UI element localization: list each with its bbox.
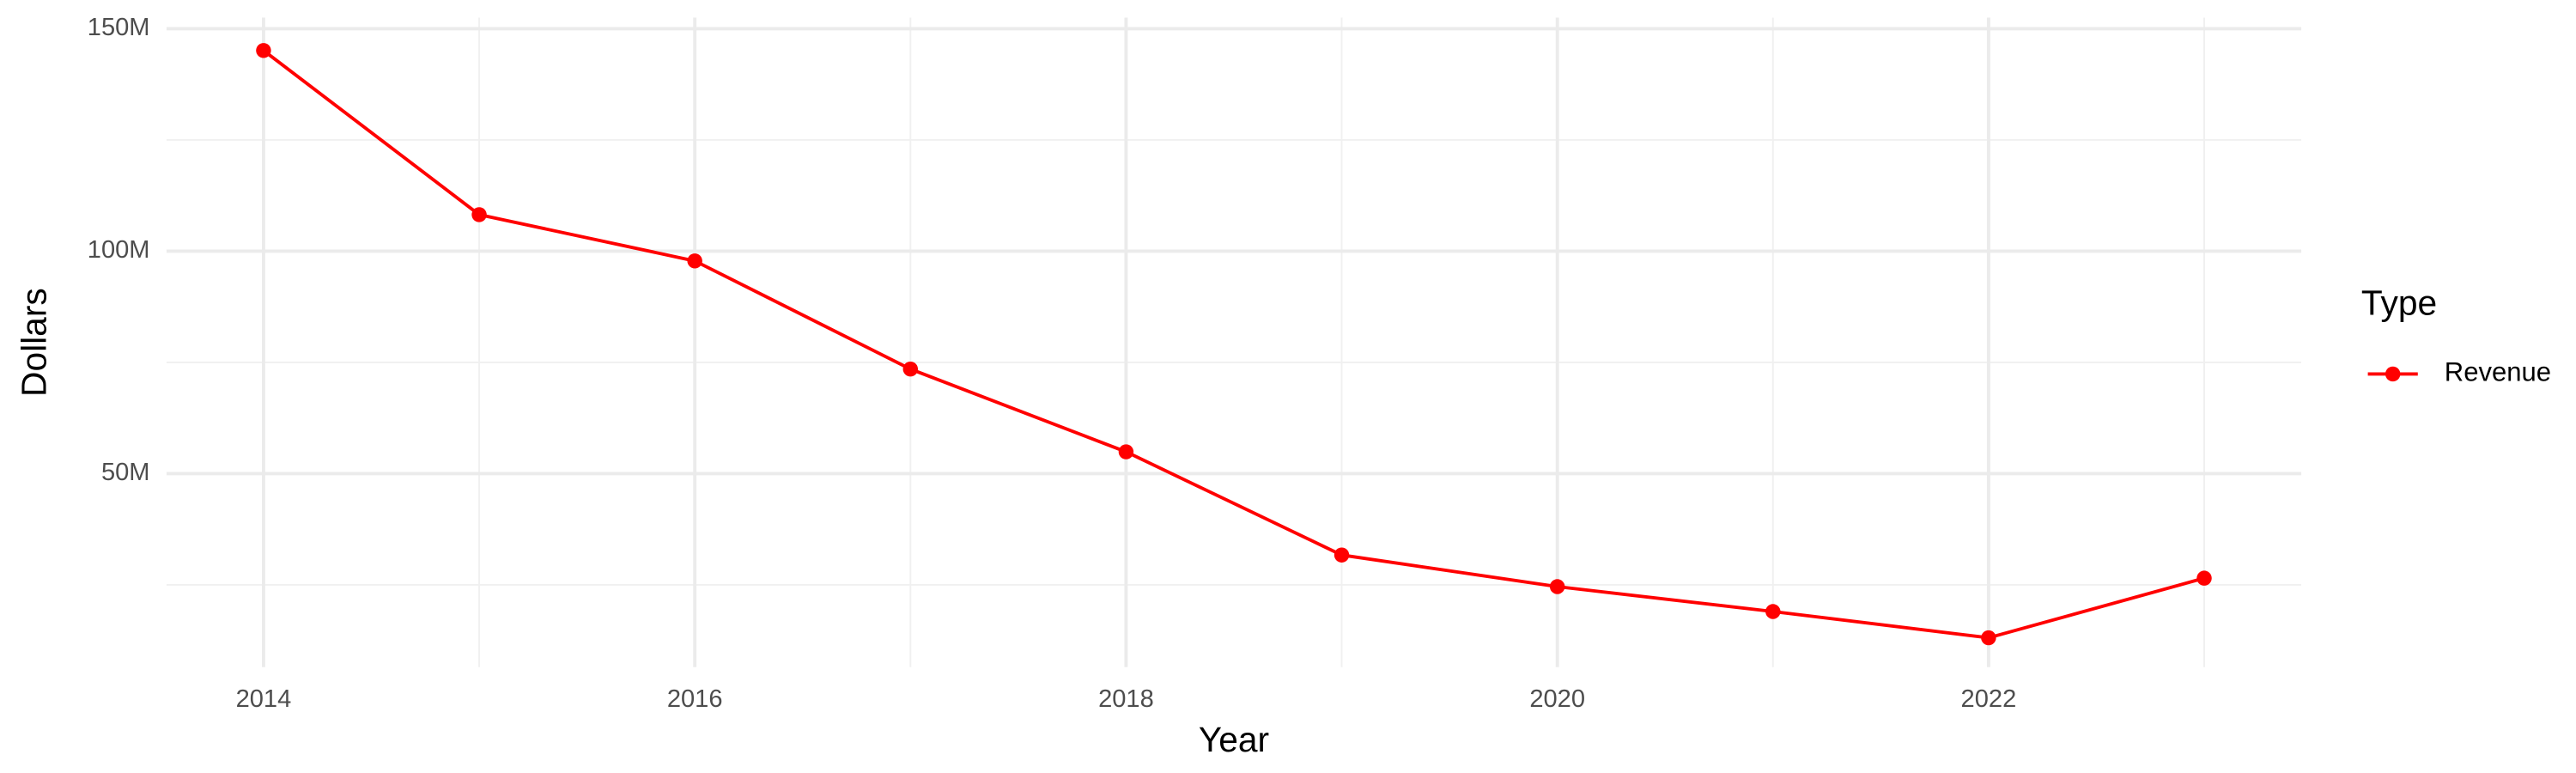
- x-tick-label: 2022: [1961, 685, 2017, 713]
- x-tick-label: 2018: [1098, 685, 1154, 713]
- data-point: [1981, 630, 1996, 646]
- data-point: [471, 207, 487, 222]
- data-point: [902, 361, 919, 377]
- x-tick-label: 2016: [667, 685, 723, 713]
- data-point: [256, 43, 271, 58]
- y-tick-label: 50M: [101, 459, 150, 486]
- series-line: [262, 49, 2205, 640]
- y-tick-label: 100M: [88, 236, 150, 264]
- x-tick-label: 2014: [236, 685, 292, 713]
- data-point: [1765, 604, 1781, 619]
- data-point: [1118, 444, 1134, 460]
- data-point: [687, 253, 702, 269]
- y-axis-title: Dollars: [14, 288, 53, 397]
- data-point: [1549, 579, 1565, 594]
- legend-title: Type: [2361, 283, 2437, 323]
- legend-point: [2385, 366, 2401, 382]
- x-tick-label: 2020: [1529, 685, 1585, 713]
- data-point: [2196, 570, 2212, 586]
- x-axis-title: Year: [1199, 720, 1269, 759]
- legend-label: Revenue: [2445, 357, 2551, 387]
- data-point: [1334, 547, 1350, 563]
- y-tick-label: 150M: [88, 14, 150, 41]
